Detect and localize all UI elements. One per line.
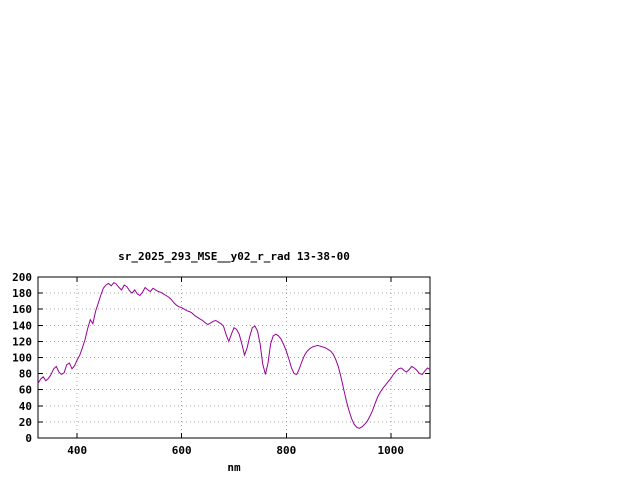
y-tick-label: 180 (12, 287, 32, 300)
y-tick-label: 200 (12, 271, 32, 284)
y-tick-label: 20 (19, 416, 32, 429)
x-tick-label: 1000 (378, 444, 405, 457)
x-tick-label: 400 (67, 444, 87, 457)
x-axis-label: nm (227, 461, 241, 474)
y-tick-label: 100 (12, 352, 32, 365)
plot-border (37, 276, 431, 439)
chart-title: sr_2025_293_MSE__y02_r_rad 13-38-00 (118, 250, 350, 263)
y-tick-label: 120 (12, 335, 32, 348)
y-tick-label: 40 (19, 400, 32, 413)
y-tick-label: 140 (12, 319, 32, 332)
spectrum-line (37, 281, 431, 429)
y-tick-label: 60 (19, 384, 32, 397)
y-tick-label: 80 (19, 368, 32, 381)
y-tick-label: 0 (25, 432, 32, 445)
x-tick-label: 600 (172, 444, 192, 457)
y-tick-label: 160 (12, 303, 32, 316)
x-tick-label: 800 (276, 444, 296, 457)
